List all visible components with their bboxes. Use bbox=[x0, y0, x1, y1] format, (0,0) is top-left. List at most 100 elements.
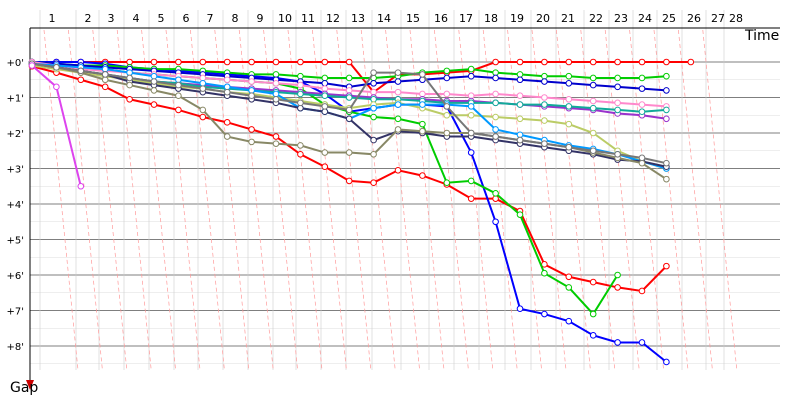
series-point bbox=[150, 78, 158, 85]
series-point bbox=[321, 103, 329, 110]
series-point bbox=[541, 310, 548, 318]
series-point bbox=[175, 106, 182, 114]
lap-tick-label: 5 bbox=[158, 12, 165, 25]
series-point bbox=[638, 74, 646, 82]
lap-tick-label: 25 bbox=[662, 12, 676, 25]
series-point bbox=[297, 104, 304, 112]
series-point bbox=[345, 115, 353, 123]
series-point bbox=[345, 177, 353, 185]
y-axis-title: Gap bbox=[10, 380, 38, 396]
lap-leader-line bbox=[507, 29, 542, 371]
lap-leader-line bbox=[385, 29, 420, 371]
series-point bbox=[248, 78, 255, 85]
series-point bbox=[516, 71, 524, 78]
series-point bbox=[419, 71, 426, 78]
series-point bbox=[541, 101, 548, 108]
series-point bbox=[199, 113, 207, 121]
lap-leader-line bbox=[531, 29, 567, 371]
series-point bbox=[565, 284, 573, 291]
series-point bbox=[443, 129, 451, 137]
series-point bbox=[663, 358, 670, 366]
series-point bbox=[589, 332, 597, 339]
series-point bbox=[321, 149, 329, 156]
lap-leader-line bbox=[68, 29, 103, 371]
series-point bbox=[589, 74, 597, 82]
series-point bbox=[467, 177, 475, 185]
series-point bbox=[370, 69, 377, 76]
series-point bbox=[419, 90, 426, 98]
series-point bbox=[663, 262, 670, 270]
series-point bbox=[199, 58, 207, 66]
series-point bbox=[345, 94, 353, 101]
series-point bbox=[126, 74, 133, 82]
series-point bbox=[321, 92, 329, 100]
lap-leader-line bbox=[116, 29, 152, 371]
series-point bbox=[370, 113, 377, 121]
series-point bbox=[663, 87, 670, 94]
series-point bbox=[297, 142, 304, 149]
series-point bbox=[101, 83, 109, 91]
lap-leader-line bbox=[238, 29, 274, 371]
chart-grid bbox=[30, 10, 780, 370]
series-point bbox=[370, 151, 377, 158]
series-point bbox=[223, 88, 231, 96]
lap-tick-label: 26 bbox=[687, 12, 701, 25]
series-point bbox=[492, 58, 499, 66]
series-point bbox=[150, 58, 158, 66]
series-point bbox=[345, 58, 353, 66]
series-point bbox=[248, 138, 255, 146]
series-point bbox=[419, 127, 426, 135]
series-point bbox=[272, 80, 280, 87]
series-point bbox=[394, 101, 402, 108]
series-point bbox=[492, 133, 499, 140]
series-point bbox=[492, 218, 499, 226]
series-point bbox=[492, 90, 499, 98]
lap-tick-label: 4 bbox=[133, 12, 140, 25]
series-point bbox=[443, 103, 451, 110]
x-axis-title: Time bbox=[744, 28, 779, 44]
series-point bbox=[492, 99, 499, 107]
gap-tick-label: +8' bbox=[7, 342, 25, 353]
series-point bbox=[345, 74, 353, 82]
series-point bbox=[467, 103, 475, 110]
series-point bbox=[467, 111, 475, 119]
lap-tick-label: 21 bbox=[561, 12, 575, 25]
series-point bbox=[516, 92, 524, 100]
series-point bbox=[199, 85, 207, 92]
series-point bbox=[516, 136, 524, 144]
series-point bbox=[248, 126, 255, 133]
series-point bbox=[541, 58, 548, 66]
series-point bbox=[638, 159, 646, 167]
gap-tick-label: +2' bbox=[7, 129, 25, 140]
series-point bbox=[492, 126, 499, 133]
series-point bbox=[589, 58, 597, 66]
series-point bbox=[199, 80, 207, 87]
series-point bbox=[394, 115, 402, 123]
series-point bbox=[565, 143, 573, 151]
series-point bbox=[126, 69, 133, 76]
series-point bbox=[150, 72, 158, 80]
series-point bbox=[663, 159, 670, 167]
series-point bbox=[53, 64, 60, 71]
series-point bbox=[663, 58, 670, 66]
series-point bbox=[77, 76, 85, 84]
series-point bbox=[419, 120, 426, 128]
series-point bbox=[297, 81, 304, 89]
gap-axis-arrow bbox=[26, 380, 34, 390]
lap-leader-line bbox=[312, 29, 347, 371]
series-point bbox=[443, 67, 451, 75]
series-point bbox=[541, 94, 548, 101]
series-point bbox=[223, 133, 231, 140]
lap-leader-line bbox=[458, 29, 494, 371]
series-point bbox=[321, 85, 329, 92]
lap-leader-line bbox=[92, 29, 128, 371]
series-point bbox=[443, 74, 451, 82]
series-point bbox=[370, 179, 377, 186]
series-point bbox=[638, 108, 646, 115]
series-point bbox=[272, 71, 280, 78]
series-point bbox=[370, 104, 377, 112]
lap-tick-label: 15 bbox=[406, 12, 420, 25]
lap-leader-line bbox=[629, 29, 664, 371]
lap-leader-line bbox=[702, 29, 738, 371]
lap-leader-line bbox=[360, 29, 396, 371]
